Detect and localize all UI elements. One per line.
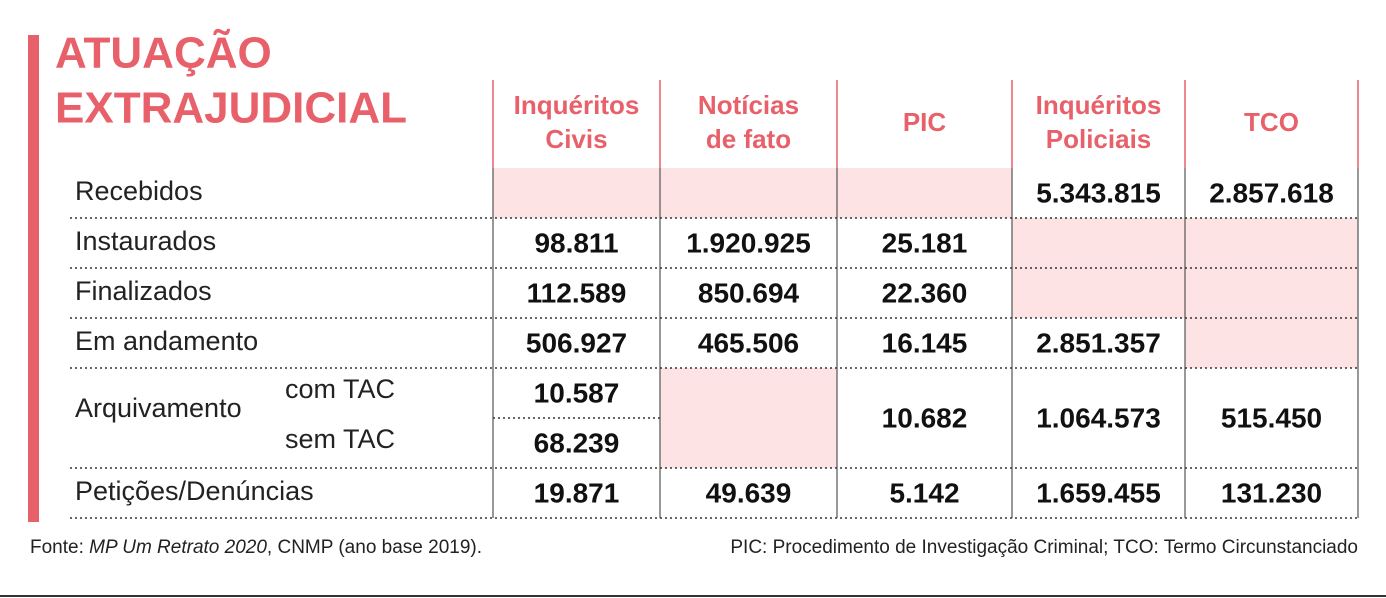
cell-value: 10.587: [534, 377, 620, 408]
cell-value: 506.927: [526, 327, 627, 358]
source-part: , CNMP (ano base 2019).: [267, 537, 482, 558]
accent-bar: [28, 35, 39, 522]
empty-cell: [1185, 318, 1358, 368]
row-label: Em andamento: [75, 326, 258, 356]
note: PIC: Procedimento de Investigação Crimin…: [730, 537, 1358, 558]
source-part: MP Um Retrato 2020: [89, 537, 267, 558]
cell-value: 25.181: [882, 227, 968, 258]
column-header: Inquéritos: [514, 90, 640, 120]
cell-value: 68.239: [534, 427, 620, 458]
empty-cell: [493, 168, 660, 218]
column-header: Notícias: [698, 90, 799, 120]
source-part: Fonte:: [30, 537, 89, 558]
empty-cell: [1185, 218, 1358, 268]
column-header: de fato: [706, 124, 791, 154]
row-label: Petições/Denúncias: [75, 476, 314, 506]
source: Fonte: MP Um Retrato 2020, CNMP (ano bas…: [30, 537, 482, 558]
empty-cell: [660, 368, 837, 468]
cell-value: 5.343.815: [1036, 177, 1161, 208]
column-header: TCO: [1244, 107, 1299, 137]
title-line: ATUAÇÃO: [55, 28, 272, 78]
empty-cell: [837, 168, 1012, 218]
cell-value: 850.694: [698, 277, 800, 308]
row-label: Arquivamento: [75, 393, 242, 423]
cell-value: 112.589: [527, 277, 627, 308]
row-sublabel: sem TAC: [285, 424, 395, 454]
cell-value: 16.145: [882, 327, 968, 358]
empty-cell: [1012, 268, 1185, 318]
cell-value: 465.506: [698, 327, 799, 358]
column-header: Inquéritos: [1036, 90, 1162, 120]
cell-value: 49.639: [706, 477, 792, 508]
cell-value: 131.230: [1221, 477, 1322, 508]
column-header: Civis: [545, 124, 607, 154]
title-line: EXTRAJUDICIAL: [55, 84, 407, 133]
row-label: Finalizados: [75, 276, 212, 306]
row-sublabel: com TAC: [285, 374, 395, 404]
column-header: Policiais: [1046, 124, 1152, 154]
cell-value: 1.920.925: [686, 227, 811, 258]
cell-value: 515.450: [1221, 402, 1322, 433]
cell-value: 2.857.618: [1209, 177, 1334, 208]
cell-value: 10.682: [882, 402, 968, 433]
empty-cell: [1012, 218, 1185, 268]
cell-value: 98.811: [534, 227, 618, 258]
cell-value: 22.360: [882, 277, 968, 308]
empty-cell: [660, 168, 837, 218]
row-label: Instaurados: [75, 226, 216, 256]
cell-value: 2.851.357: [1036, 327, 1161, 358]
cell-value: 1.064.573: [1036, 402, 1161, 433]
empty-cell: [1185, 268, 1358, 318]
table: Inquéritos Civis Notícias de fato PIC Inquéri…: [70, 80, 1359, 519]
cell-value: 19.871: [534, 477, 620, 508]
column-header: PIC: [903, 107, 947, 137]
cell-value: 1.659.455: [1036, 477, 1161, 508]
row-label: Recebidos: [75, 176, 203, 206]
cell-value: 5.142: [889, 477, 959, 508]
